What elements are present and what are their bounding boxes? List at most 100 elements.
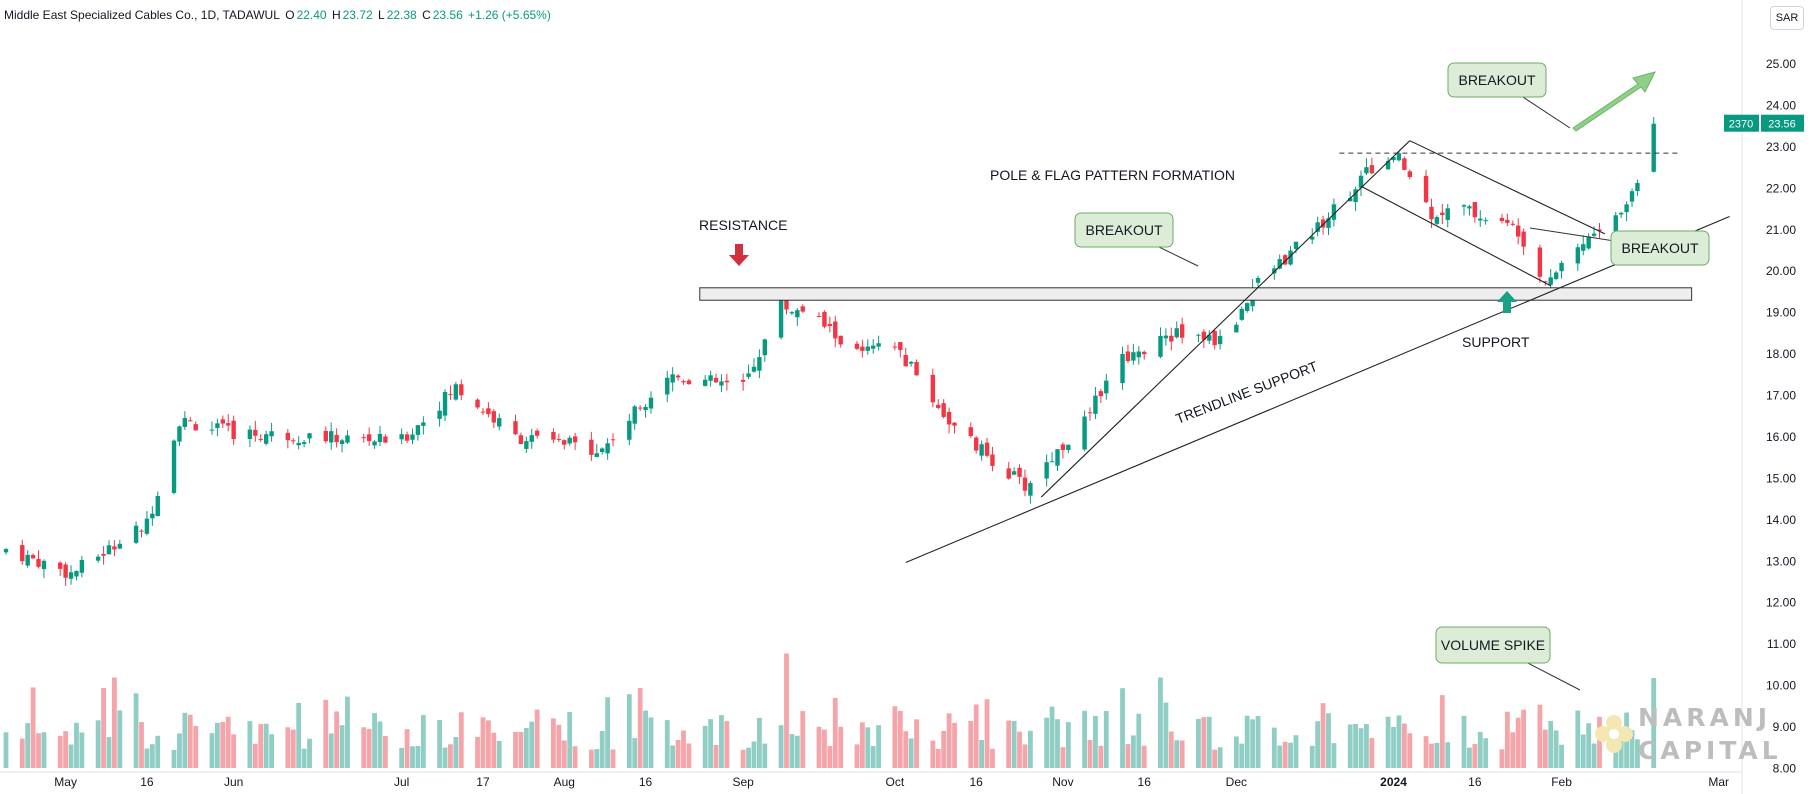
- candle: [860, 339, 865, 358]
- symbol-title: Middle East Specialized Cables Co., 1D, …: [4, 8, 280, 22]
- candle: [329, 422, 334, 450]
- candle-body: [1082, 416, 1087, 450]
- volume-bar: [1206, 716, 1212, 768]
- volume-bar: [1461, 715, 1467, 768]
- candle: [757, 349, 762, 379]
- candle: [247, 425, 253, 448]
- volume-bar: [231, 734, 237, 768]
- volume-bar: [285, 727, 291, 768]
- candle-body: [757, 357, 762, 371]
- volume-spike-callout-label: VOLUME SPIKE: [1441, 637, 1545, 653]
- candle: [459, 379, 464, 401]
- candle-body: [209, 429, 215, 431]
- volume-bar: [1353, 723, 1358, 768]
- volume-bar: [1060, 747, 1066, 768]
- candle-body: [1277, 259, 1282, 269]
- candle-body: [936, 404, 941, 408]
- candle: [1499, 213, 1505, 224]
- volume-bar: [1271, 727, 1277, 768]
- time-tick-label: Jul: [394, 775, 409, 789]
- candle-body: [79, 560, 85, 573]
- volume-bar: [724, 721, 730, 768]
- candle: [833, 315, 838, 348]
- volume-bars: [3, 653, 1657, 768]
- candle: [345, 430, 350, 444]
- volume-bar: [513, 731, 518, 768]
- candle: [876, 335, 881, 351]
- candle: [665, 370, 670, 403]
- candle-body: [914, 362, 919, 376]
- candle-body: [713, 377, 719, 383]
- volume-bar: [171, 749, 177, 768]
- candle-body: [20, 545, 25, 562]
- candle: [1158, 327, 1163, 359]
- volume-bar: [1537, 704, 1543, 768]
- volume-bar: [1591, 743, 1597, 768]
- candle: [209, 421, 215, 435]
- volume-bar: [41, 732, 47, 768]
- volume-bar: [1179, 740, 1185, 768]
- candle-body: [1559, 262, 1564, 272]
- volume-bar: [1401, 723, 1407, 768]
- candle-body: [1234, 324, 1239, 333]
- support-label: SUPPORT: [1462, 334, 1530, 350]
- candle: [1044, 454, 1049, 487]
- volume-bar: [854, 744, 860, 768]
- volume-bar: [1575, 710, 1581, 768]
- volume-bar: [193, 725, 199, 768]
- candle: [1087, 407, 1093, 421]
- volume-bar: [518, 731, 524, 768]
- candle-body: [74, 570, 79, 577]
- candle: [675, 374, 681, 381]
- candle-body: [1586, 236, 1591, 249]
- low-label: L: [378, 8, 385, 22]
- candle-body: [1011, 471, 1017, 475]
- candle-body: [1515, 225, 1521, 237]
- candle-body: [258, 438, 263, 440]
- candle-body: [307, 433, 312, 439]
- candle: [1407, 169, 1412, 180]
- volume-bar: [1629, 730, 1635, 768]
- candle: [258, 434, 263, 442]
- candle-body: [1402, 158, 1407, 170]
- candle: [719, 374, 724, 393]
- volume-bar: [252, 743, 258, 768]
- volume-bar: [399, 747, 405, 768]
- candle: [1434, 215, 1440, 226]
- candle: [1591, 226, 1597, 238]
- candle-body: [1142, 351, 1147, 355]
- candle-body: [1651, 123, 1656, 172]
- candle: [534, 428, 540, 439]
- candle: [1581, 235, 1586, 256]
- candle: [751, 358, 757, 373]
- naranj-logo-icon: [1595, 715, 1633, 753]
- candle: [637, 405, 643, 412]
- candle-body: [323, 430, 328, 442]
- candle: [480, 407, 486, 416]
- candle-body: [301, 442, 307, 444]
- candle-body: [562, 440, 567, 445]
- volume-bar: [914, 719, 919, 768]
- volume-bar: [859, 722, 865, 768]
- candle-body: [1591, 233, 1597, 236]
- candle-body: [1217, 335, 1223, 345]
- candle-body: [1613, 215, 1618, 232]
- currency-button[interactable]: SAR: [1770, 6, 1804, 30]
- candle-body: [876, 343, 881, 347]
- volume-bar: [648, 717, 654, 768]
- volume-bar: [1282, 741, 1288, 768]
- candle-body: [133, 525, 139, 543]
- candle-body: [1537, 247, 1543, 277]
- volume-bar: [225, 716, 231, 768]
- volume-bar: [876, 725, 882, 768]
- volume-bar: [1651, 678, 1657, 768]
- volume-bar: [1130, 735, 1136, 768]
- candle-body: [854, 343, 860, 349]
- candle-body: [177, 426, 182, 442]
- time-tick-label: 16: [970, 775, 984, 789]
- candle-body: [448, 394, 453, 396]
- candle: [486, 402, 491, 418]
- candle: [1575, 243, 1581, 271]
- volume-bar: [155, 735, 161, 768]
